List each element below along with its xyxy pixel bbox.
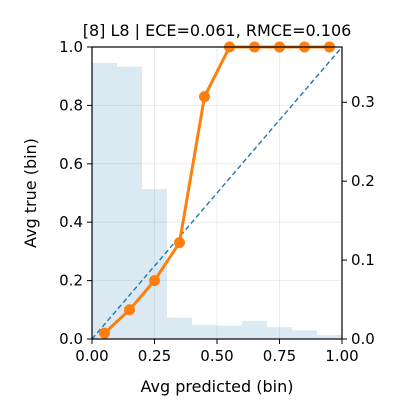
y-tick-label: 1.0 — [59, 38, 83, 56]
calibration-point — [174, 237, 185, 249]
calibration-point — [149, 275, 160, 287]
y2-tick-label: 0.2 — [351, 172, 375, 190]
x-tick-label: 0.75 — [263, 347, 296, 365]
x-axis-ticks: 0.00 0.25 0.50 0.75 1.00 — [75, 339, 359, 365]
y-axis-label: Avg true (bin) — [21, 138, 40, 248]
histogram-bar — [167, 317, 192, 339]
y2-tick-label: 0.3 — [351, 93, 375, 111]
perfect-calibration-line — [91, 46, 343, 340]
histogram-bar — [242, 320, 267, 339]
x-axis-label: Avg predicted (bin) — [141, 377, 294, 396]
calibration-point — [124, 304, 135, 316]
calibration-point — [199, 91, 210, 103]
x-tick-label: 0.25 — [138, 347, 171, 365]
histogram-bar — [142, 189, 167, 339]
x-tick-label: 0.00 — [75, 347, 108, 365]
x-tick-label: 0.50 — [200, 347, 233, 365]
y-axis-ticks: 0.0 0.2 0.4 0.6 0.8 1.0 — [59, 38, 92, 348]
y-tick-label: 0.8 — [59, 96, 83, 114]
y2-tick-label: 0.1 — [351, 251, 375, 269]
y-tick-label: 0.2 — [59, 272, 83, 290]
histogram-bar — [317, 335, 342, 339]
chart-title: [8] L8 | ECE=0.061, RMCE=0.106 — [83, 21, 352, 40]
histogram-bar — [192, 324, 217, 339]
histogram-bar — [92, 62, 117, 339]
y2-tick-label: 0.0 — [351, 330, 375, 348]
y-tick-label: 0.4 — [59, 213, 83, 231]
y-tick-label: 0.6 — [59, 155, 83, 173]
y2-axis-ticks: 0.0 0.1 0.2 0.3 — [342, 93, 375, 348]
histogram-bars — [92, 62, 342, 339]
calibration-point — [99, 327, 110, 339]
x-tick-label: 1.00 — [325, 347, 358, 365]
histogram-bar — [292, 330, 317, 339]
histogram-bar — [267, 327, 292, 339]
histogram-bar — [217, 325, 242, 339]
y-tick-label: 0.0 — [59, 330, 83, 348]
histogram-bar — [117, 66, 142, 339]
